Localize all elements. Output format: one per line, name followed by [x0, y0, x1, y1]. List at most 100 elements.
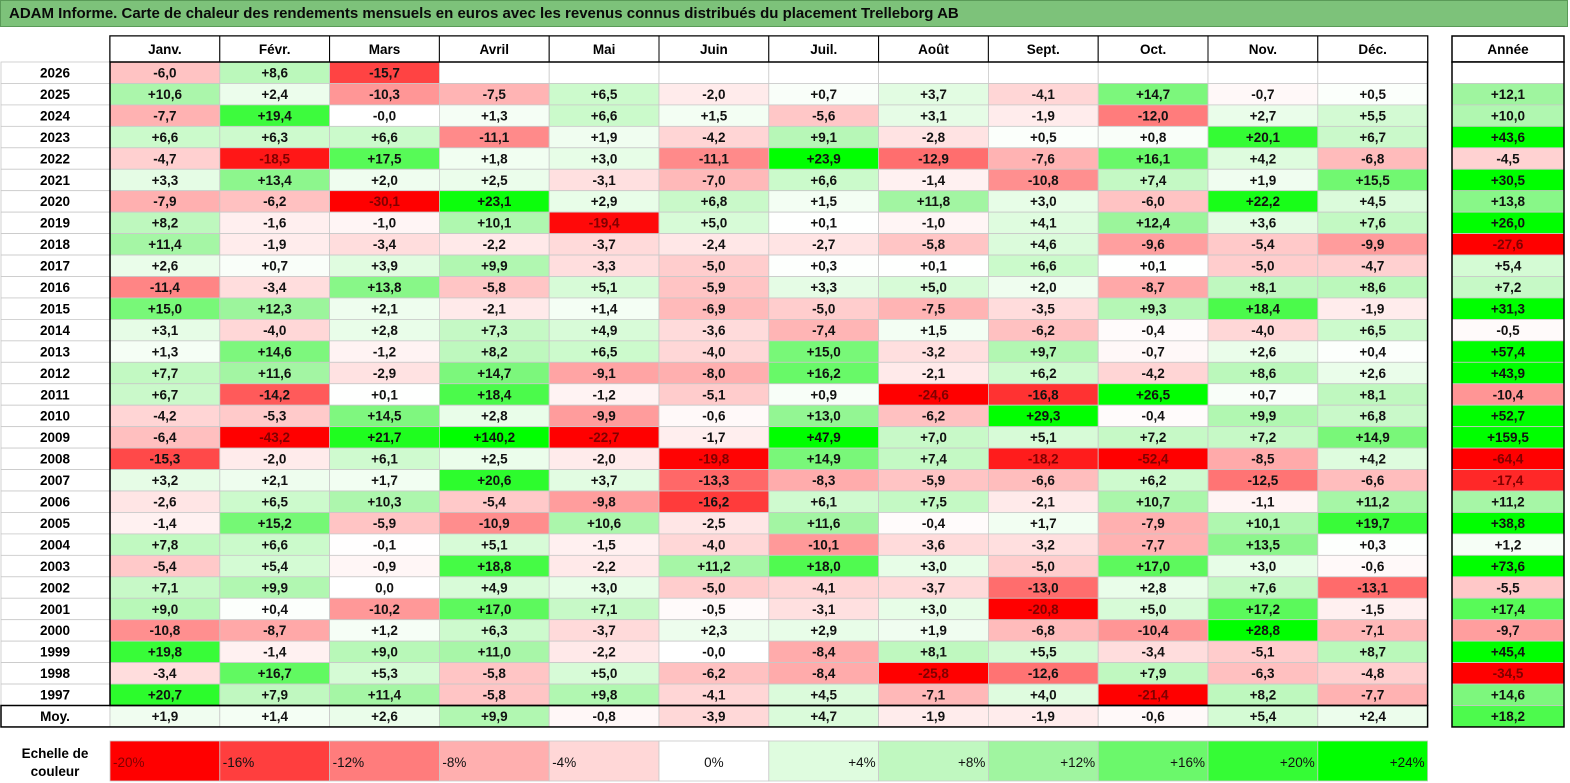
cell-value: +3,0: [1250, 559, 1277, 574]
cell-value: +0,1: [920, 259, 947, 274]
cell-value: -9,8: [592, 495, 616, 510]
cell-value: -1,7: [702, 430, 725, 445]
cell-value: -8,5: [1251, 452, 1275, 467]
cell-value: +8,1: [1359, 387, 1386, 402]
cell-value: -7,9: [1141, 516, 1164, 531]
cell-value: +18,4: [1246, 301, 1281, 316]
cell-value: -13,3: [699, 473, 730, 488]
cell-value: +2,8: [481, 409, 508, 424]
cell-value: -3,3: [592, 259, 616, 274]
cell-value: -21,4: [1138, 688, 1169, 703]
row-label: 2018: [40, 237, 71, 252]
row-label: Moy.: [40, 709, 70, 724]
cell-value: +1,2: [371, 623, 398, 638]
cell-value: +2,4: [1359, 709, 1386, 724]
cell-value: -6,8: [1032, 623, 1056, 638]
row-label: 2005: [40, 516, 71, 531]
cell-value: -1,4: [153, 516, 177, 531]
cell-value: +1,5: [920, 323, 947, 338]
cell-value: +6,1: [810, 495, 837, 510]
cell-value: +6,2: [1140, 473, 1167, 488]
row-label: 2020: [40, 194, 70, 209]
cell-value: -5,8: [483, 280, 507, 295]
cell-value: +10,1: [1246, 516, 1281, 531]
cell-value: -1,5: [592, 537, 616, 552]
cell-value: -3,4: [1141, 645, 1165, 660]
cell-value: -3,7: [592, 623, 615, 638]
cell-value: -18,2: [1028, 452, 1059, 467]
cell-value: -8,4: [812, 666, 836, 681]
cell-value: +0,5: [1030, 130, 1057, 145]
cell-value: +5,0: [701, 216, 728, 231]
cell-value: +8,6: [261, 66, 288, 81]
cell-value: +6,2: [1030, 366, 1057, 381]
cell-value: +6,5: [591, 344, 618, 359]
cell-value: -10,2: [369, 602, 400, 617]
cell-value: +4,7: [810, 709, 837, 724]
heatmap-cell: [768, 61, 879, 84]
row-label: 1998: [40, 666, 71, 681]
cell-value: -0,7: [1141, 344, 1164, 359]
cell-value: -1,4: [263, 645, 287, 660]
cell-value: +9,0: [371, 645, 398, 660]
scale-item-label: +12%: [1060, 755, 1095, 770]
cell-value: +3,3: [810, 280, 837, 295]
cell-value: +3,1: [152, 323, 179, 338]
cell-value: +15,5: [1356, 173, 1391, 188]
row-label: 2022: [40, 151, 70, 166]
cell-value: +5,0: [591, 666, 618, 681]
annual-value: -5,5: [1496, 580, 1520, 595]
cell-value: -5,6: [812, 108, 836, 123]
cell-value: -7,5: [483, 87, 507, 102]
cell-value: -3,6: [922, 537, 946, 552]
cell-value: -8,4: [812, 645, 836, 660]
heatmap-cell: [1207, 61, 1319, 84]
month-header-cell: [987, 35, 1099, 63]
cell-value: -52,4: [1138, 452, 1169, 467]
cell-value: +16,1: [1136, 151, 1171, 166]
cell-value: -5,1: [1251, 645, 1275, 660]
cell-value: +23,9: [807, 151, 841, 166]
cell-value: +9,9: [1250, 409, 1277, 424]
cell-value: +9,3: [1140, 301, 1167, 316]
cell-value: +7,8: [152, 537, 179, 552]
cell-value: +0,7: [810, 87, 837, 102]
annual-value: +52,7: [1491, 409, 1525, 424]
cell-value: +15,0: [148, 301, 182, 316]
heatmap-cell: [1317, 61, 1429, 84]
cell-value: +10,6: [148, 87, 183, 102]
cell-value: +2,8: [1140, 580, 1167, 595]
annual-value: +159,5: [1487, 430, 1529, 445]
cell-value: +6,3: [481, 623, 508, 638]
cell-value: +3,0: [591, 580, 618, 595]
annual-value: +17,4: [1491, 602, 1526, 617]
cell-value: +6,5: [1359, 323, 1386, 338]
cell-value: +3,0: [920, 559, 947, 574]
cell-value: -6,9: [702, 301, 725, 316]
cell-value: +0,1: [810, 216, 837, 231]
cell-value: -3,5: [1032, 301, 1056, 316]
cell-value: +5,5: [1030, 645, 1057, 660]
cell-value: +6,6: [261, 537, 288, 552]
annual-value: +43,6: [1491, 130, 1526, 145]
cell-value: +18,0: [807, 559, 841, 574]
row-label: 2003: [40, 559, 71, 574]
cell-value: -5,8: [483, 666, 507, 681]
cell-value: +8,2: [481, 344, 508, 359]
cell-value: -1,2: [373, 344, 396, 359]
cell-value: +0,4: [261, 602, 288, 617]
cell-value: -3,4: [263, 280, 287, 295]
cell-value: +14,9: [1356, 430, 1390, 445]
cell-value: -5,1: [702, 387, 726, 402]
cell-value: -5,8: [922, 237, 946, 252]
cell-value: +2,0: [1030, 280, 1057, 295]
cell-value: +8,1: [920, 645, 947, 660]
cell-value: +0,3: [1359, 537, 1386, 552]
cell-value: +6,6: [152, 130, 179, 145]
annual-value: -34,5: [1493, 666, 1524, 681]
cell-value: +1,4: [591, 301, 618, 316]
cell-value: +2,1: [261, 473, 288, 488]
cell-value: -2,1: [483, 301, 507, 316]
cell-value: -4,2: [153, 409, 176, 424]
